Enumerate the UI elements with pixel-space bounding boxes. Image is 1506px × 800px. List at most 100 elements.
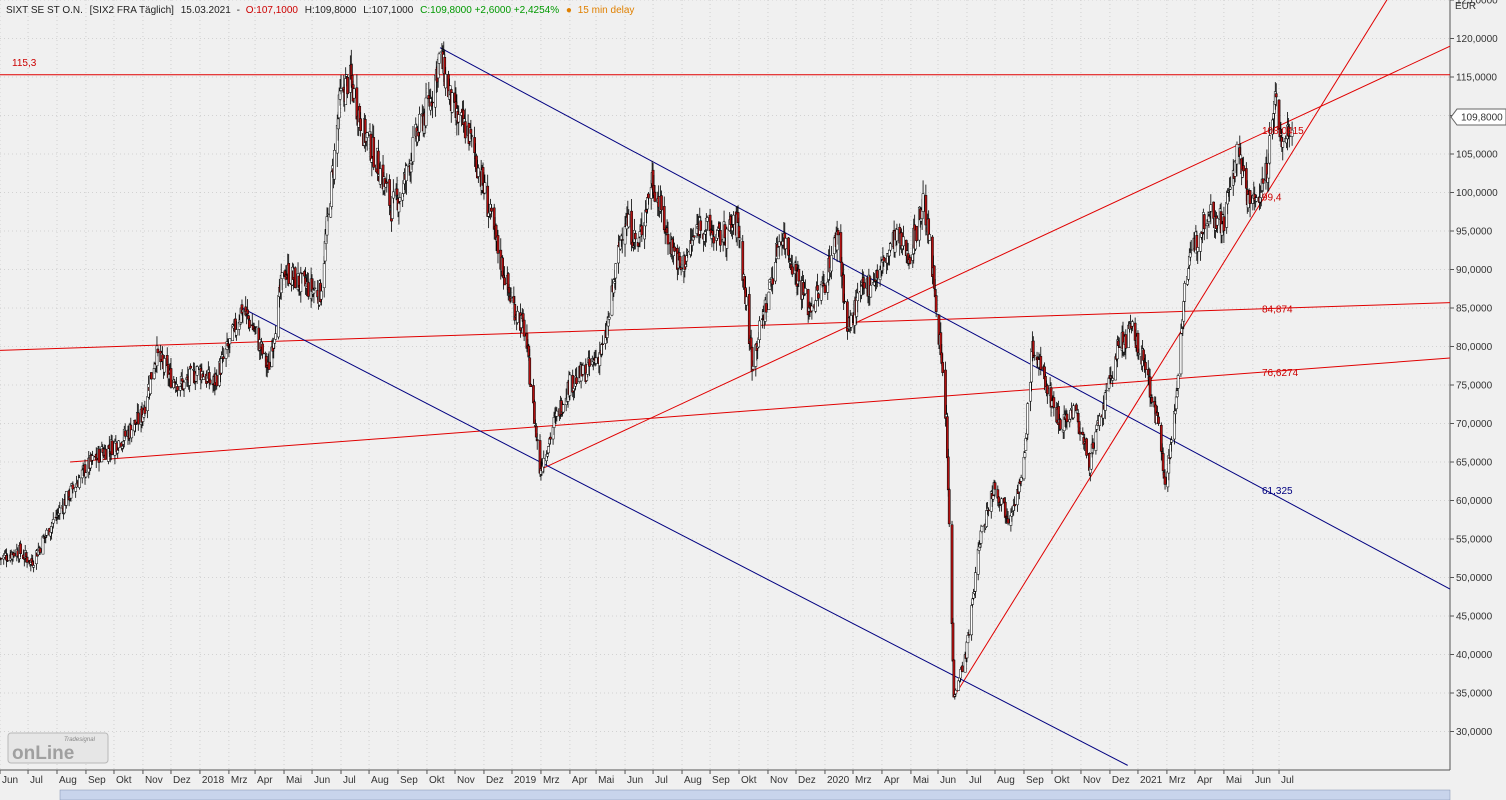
candle-body [889, 243, 892, 251]
candle [849, 312, 853, 331]
candle [954, 688, 958, 697]
candle-body [469, 129, 473, 134]
candle-body [924, 195, 928, 226]
candle-body [359, 118, 362, 131]
candle-body [516, 310, 519, 323]
candle-body [522, 319, 526, 337]
candle-body [1142, 349, 1145, 361]
time-tick-label: Sep [712, 775, 730, 786]
candle-body [1261, 178, 1265, 184]
candle [411, 126, 415, 165]
candle-body [0, 558, 3, 560]
candle-body [352, 88, 356, 99]
candle-body [326, 213, 330, 215]
candle [202, 370, 206, 380]
candle [594, 349, 598, 366]
candle [882, 255, 886, 267]
quote-date: 15.03.2021 [181, 5, 231, 16]
candle-body [1013, 504, 1016, 507]
candle [705, 215, 709, 231]
candle [280, 272, 284, 291]
candle-body [195, 366, 199, 376]
candle [0, 557, 3, 566]
candle [388, 174, 391, 216]
candle [325, 207, 329, 243]
candle-body [797, 268, 801, 282]
candle-body [463, 121, 467, 139]
candle-body [1287, 135, 1291, 137]
navigator-bar[interactable] [59, 789, 1451, 800]
candle-body [1029, 382, 1032, 402]
candle-body [1196, 247, 1200, 252]
candle [123, 423, 127, 439]
candle [176, 385, 179, 397]
candle [1078, 426, 1082, 441]
candle-body [280, 272, 284, 279]
candle-body [372, 137, 376, 168]
candle [836, 227, 840, 245]
candle [333, 143, 336, 185]
candle-body [1116, 339, 1119, 360]
candle [1189, 239, 1193, 255]
candle [653, 185, 657, 203]
candle-body [1222, 216, 1226, 232]
candle-body [444, 73, 448, 89]
candle-body [699, 220, 703, 231]
candle [150, 372, 153, 380]
candle [221, 347, 225, 362]
candle-body [947, 489, 951, 525]
candle [1026, 402, 1030, 440]
candle [1032, 351, 1036, 361]
candle [1183, 280, 1187, 312]
candle-body [450, 92, 454, 113]
candle [562, 403, 565, 414]
candle [771, 266, 774, 295]
candle [398, 191, 402, 205]
candle-body [869, 285, 873, 298]
candle [921, 180, 925, 219]
time-tick-label: 2021 [1140, 775, 1163, 786]
candle-body [41, 535, 45, 555]
candle-body [395, 188, 399, 196]
candle-body [1023, 452, 1027, 458]
time-tick-label: 2019 [514, 775, 537, 786]
candle-body [1136, 332, 1140, 353]
candle [326, 207, 330, 222]
candle [806, 288, 810, 323]
candle [1124, 329, 1128, 360]
candle [817, 292, 820, 307]
candle [463, 108, 467, 144]
time-tick-label: Jul [1281, 775, 1294, 786]
candle-body [1124, 334, 1128, 349]
candle [647, 192, 650, 205]
candle-body [325, 216, 329, 236]
candle-body [1031, 340, 1035, 358]
candle [1102, 395, 1105, 426]
candle [246, 299, 249, 318]
candle [300, 272, 304, 284]
candle-body [330, 171, 334, 207]
candle [1216, 215, 1219, 234]
candle [627, 209, 631, 229]
time-tick-label: Dez [1112, 775, 1130, 786]
candle [71, 481, 75, 494]
candle [437, 51, 441, 75]
candle [51, 512, 55, 529]
symbol-name: SIXT SE ST O.N. [6, 5, 83, 16]
candle [418, 106, 421, 141]
time-tick-label: 2020 [827, 775, 850, 786]
time-tick-label: Mrz [231, 775, 248, 786]
candle [1091, 438, 1095, 455]
candle-body [490, 207, 493, 212]
candle-body [1209, 204, 1213, 212]
candle-body [842, 274, 846, 303]
candle-body [692, 235, 696, 238]
candle-body [333, 150, 336, 180]
candle-body [104, 448, 107, 460]
candle [69, 483, 73, 502]
candle-body [588, 358, 591, 367]
price-tick-label: 80,0000 [1456, 342, 1493, 353]
candle [1150, 394, 1154, 407]
